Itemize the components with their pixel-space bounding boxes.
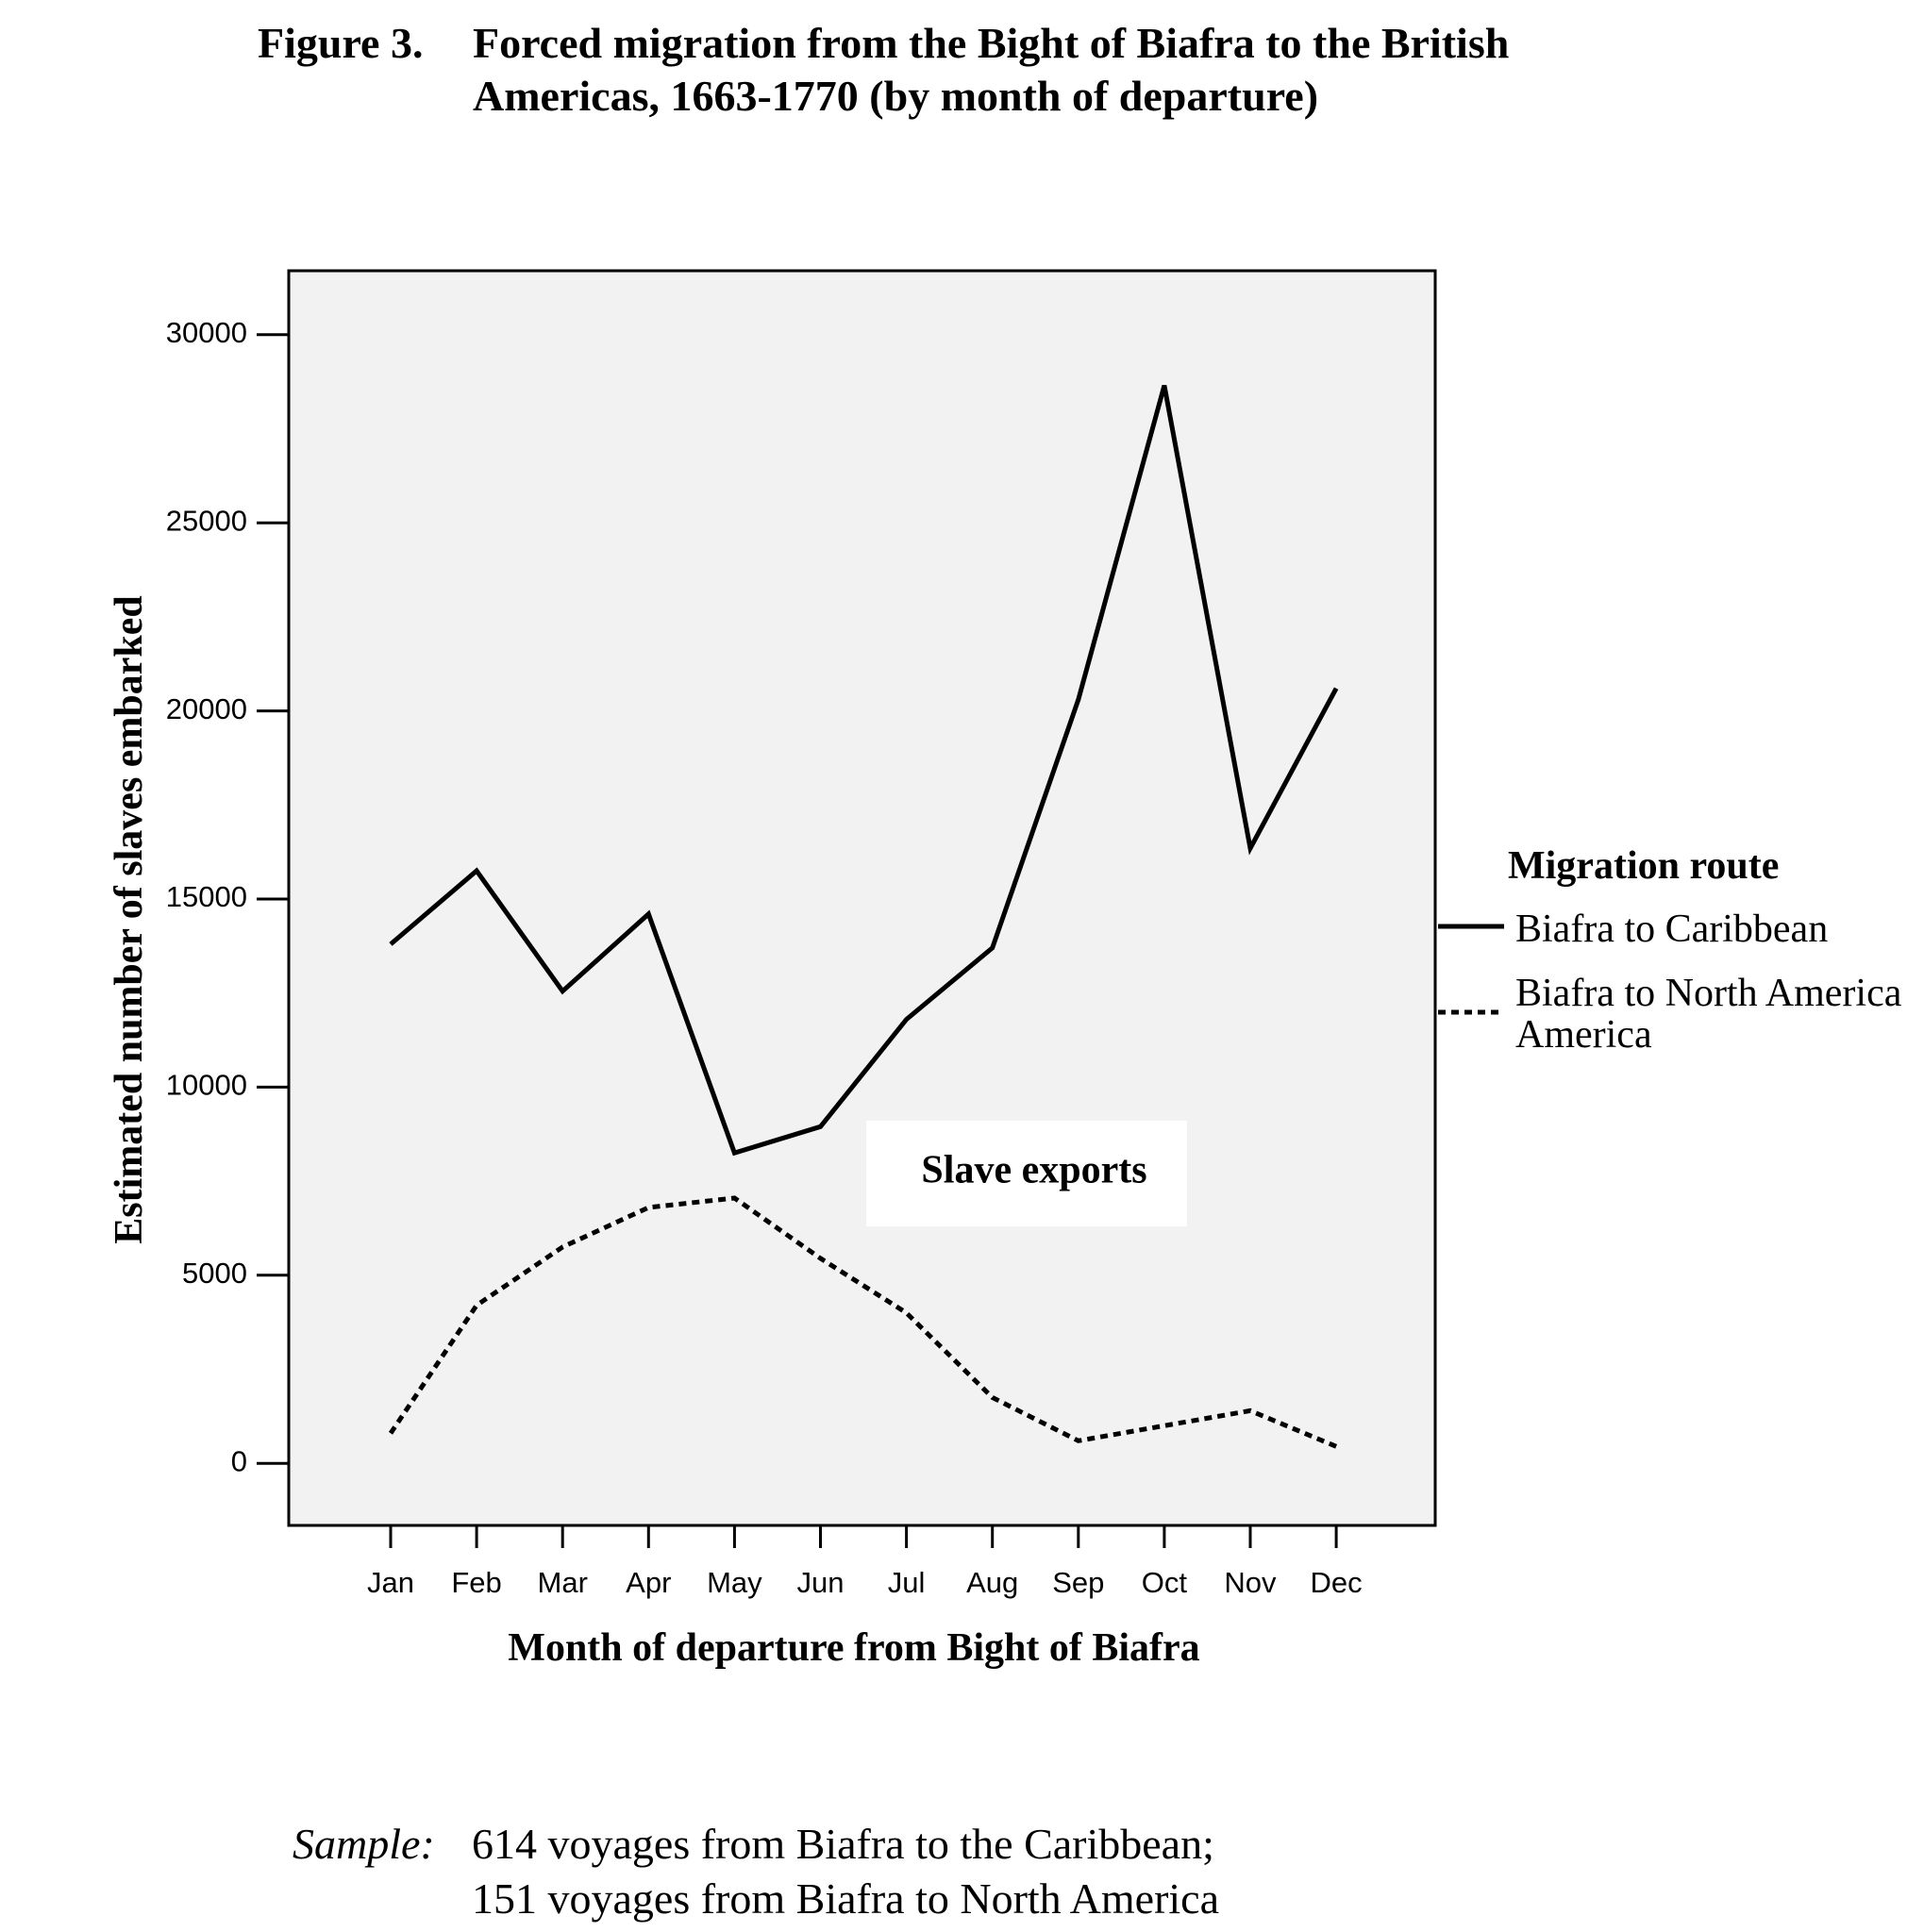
- x-tick-label-nov: Nov: [1224, 1566, 1277, 1599]
- series-line-biafra-to-caribbean: [389, 384, 1339, 1157]
- y-axis: 0 5000 10000 15000 20000 25000 30000: [166, 316, 289, 1477]
- y-tick-label-0: 0: [231, 1444, 247, 1477]
- x-tick-label-oct: Oct: [1142, 1566, 1188, 1599]
- x-axis-label: Month of departure from Bight of Biafra: [508, 1626, 1199, 1670]
- annotation-box: [866, 1121, 1187, 1226]
- y-tick-label-25000: 25000: [166, 504, 247, 537]
- plot-area: [287, 269, 1437, 1527]
- y-axis-label: Estimated number of slaves embarked: [108, 595, 151, 1244]
- y-tick-label-10000: 10000: [166, 1069, 247, 1102]
- x-tick-label-aug: Aug: [966, 1566, 1018, 1599]
- legend-label-north-america-line2: America: [1515, 1013, 1652, 1057]
- x-axis: Jan Feb Mar Apr May Jun Jul Aug Sep Oct Nov Dec: [367, 1525, 1363, 1599]
- y-tick-label-20000: 20000: [166, 692, 247, 725]
- figure-title-line-1: Forced migration from the Bight of Biafr…: [473, 19, 1510, 67]
- sample-line-2: 151 voyages from Biafra to North America: [472, 1874, 1219, 1923]
- legend-title: Migration route: [1508, 844, 1779, 888]
- x-tick-label-apr: Apr: [626, 1566, 671, 1599]
- figure-number: Figure 3.: [258, 19, 424, 67]
- x-tick-label-dec: Dec: [1311, 1566, 1363, 1599]
- sample-text: 614 voyages from Biafra to the Caribbean…: [472, 1817, 1604, 1926]
- legend: Migration route Biafra to Caribbean Biaf…: [1438, 844, 1902, 1057]
- x-tick-label-jan: Jan: [367, 1566, 414, 1599]
- sample-line-1: 614 voyages from Biafra to the Caribbean…: [472, 1820, 1214, 1868]
- x-tick-label-jul: Jul: [888, 1566, 926, 1599]
- x-tick-label-sep: Sep: [1052, 1566, 1104, 1599]
- series-layer: [388, 384, 1339, 1449]
- figure-title-line-2: Americas, 1663-1770 (by month of departu…: [473, 72, 1319, 120]
- y-tick-label-15000: 15000: [166, 880, 247, 913]
- x-tick-label-mar: Mar: [538, 1566, 588, 1599]
- x-tick-label-feb: Feb: [451, 1566, 501, 1599]
- annotation-label: Slave exports: [921, 1149, 1146, 1192]
- figure-title-text: Forced migration from the Bight of Biafr…: [473, 17, 1699, 123]
- y-tick-label-30000: 30000: [166, 316, 247, 349]
- y-tick-label-5000: 5000: [182, 1257, 247, 1290]
- x-tick-label-may: May: [707, 1566, 762, 1599]
- sample-label: Sample:: [293, 1820, 435, 1868]
- legend-label-caribbean: Biafra to Caribbean: [1515, 908, 1828, 951]
- series-line-biafra-to-north-america: [388, 1195, 1338, 1449]
- x-tick-label-jun: Jun: [797, 1566, 845, 1599]
- legend-label-north-america: Biafra to North America: [1515, 972, 1902, 1015]
